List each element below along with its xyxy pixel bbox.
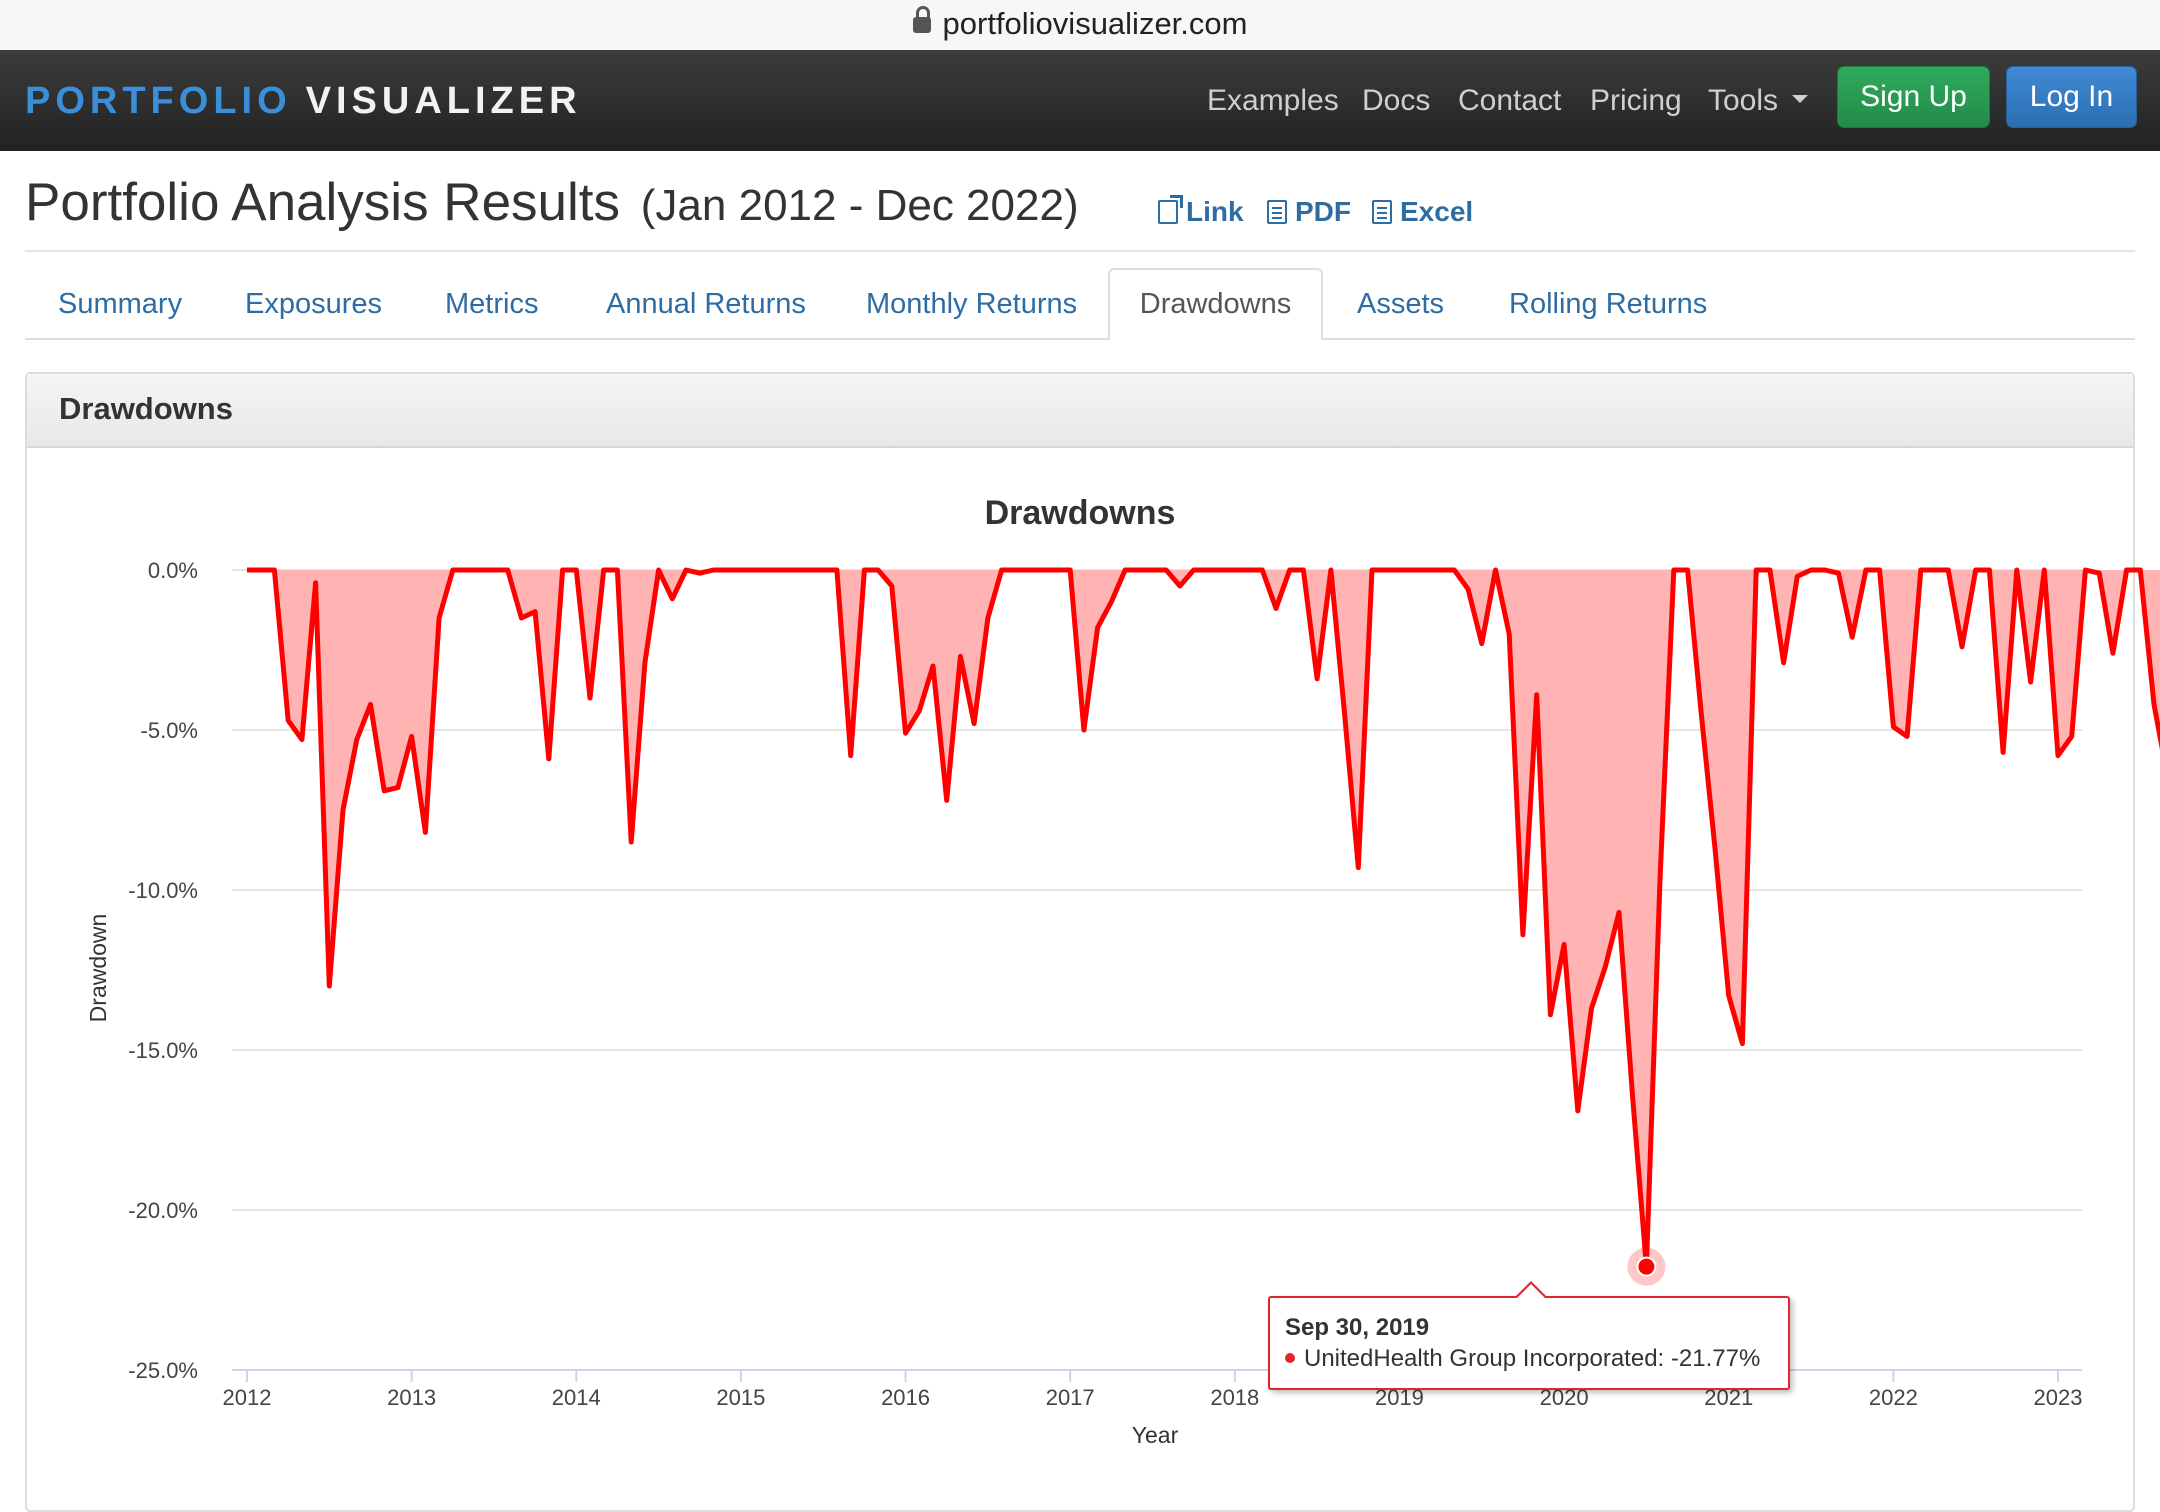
- tooltip-value: -21.77%: [1670, 1345, 1761, 1372]
- y-tick-label-1: -5.0%: [141, 718, 198, 743]
- hover-marker[interactable]: [1627, 1247, 1666, 1286]
- lock-icon: [912, 6, 931, 33]
- excel-label: Excel: [1400, 196, 1474, 227]
- brand-logo[interactable]: PORTFOLIO VISUALIZER: [25, 80, 582, 123]
- pdf-file-icon: [1267, 200, 1287, 224]
- panel-title: Drawdowns: [59, 391, 233, 426]
- x-tick-label-4: 2016: [881, 1385, 930, 1410]
- x-axis-title: Year: [1132, 1422, 1179, 1448]
- link-button[interactable]: Link: [1158, 195, 1244, 228]
- tab-monthly-returns[interactable]: Monthly Returns: [866, 288, 1078, 320]
- page-period: (Jan 2012 - Dec 2022): [640, 181, 1079, 230]
- nav-tools-label: Tools: [1708, 84, 1779, 117]
- x-tick-label-11: 2023: [2034, 1385, 2083, 1410]
- panel-header: Drawdowns: [27, 374, 2133, 448]
- tab-summary[interactable]: Summary: [58, 288, 183, 320]
- tab-rolling-returns[interactable]: Rolling Returns: [1509, 288, 1708, 320]
- excel-button[interactable]: Excel: [1372, 196, 1473, 228]
- sign-up-button[interactable]: Sign Up: [1837, 66, 1990, 128]
- y-tick-label-4: -20.0%: [128, 1198, 198, 1223]
- brand-word-visualizer: VISUALIZER: [305, 80, 582, 122]
- drawdown-line: [247, 567, 2160, 1270]
- url-display[interactable]: portfoliovisualizer.com: [0, 6, 2160, 42]
- drawdowns-panel: Drawdowns: [25, 372, 2135, 1512]
- y-tick-label-5: -25.0%: [128, 1358, 198, 1383]
- title-divider: [25, 250, 2135, 252]
- page-title-text: Portfolio Analysis Results: [25, 173, 621, 232]
- series-dot-icon: [1285, 1353, 1295, 1363]
- tab-assets[interactable]: Assets: [1357, 288, 1445, 320]
- tooltip-date: Sep 30, 2019: [1285, 1314, 1430, 1341]
- chart-tooltip: Sep 30, 2019 UnitedHealth Group Incorpor…: [1268, 1281, 1790, 1390]
- results-tabs: Summary Exposures Metrics Annual Returns…: [25, 268, 2135, 340]
- log-in-button[interactable]: Log In: [2006, 66, 2137, 128]
- chart-title: Drawdowns: [985, 494, 1176, 532]
- x-tick-label-10: 2022: [1869, 1385, 1918, 1410]
- pdf-button[interactable]: PDF: [1267, 196, 1351, 228]
- top-navbar: PORTFOLIO VISUALIZER Examples Docs Contac…: [0, 50, 2160, 151]
- tooltip-series: UnitedHealth Group Incorporated: -21.77%: [1285, 1345, 1760, 1373]
- x-tick-label-1: 2013: [387, 1385, 436, 1410]
- excel-file-icon: [1372, 200, 1392, 224]
- nav-docs[interactable]: Docs: [1362, 84, 1431, 117]
- y-tick-label-3: -15.0%: [128, 1038, 198, 1063]
- chart-gridlines: [232, 569, 2082, 1211]
- tooltip-series-name: UnitedHealth Group Incorporated: [1304, 1345, 1658, 1372]
- x-tick-label-5: 2017: [1046, 1385, 1095, 1410]
- x-tick-label-3: 2015: [716, 1385, 765, 1410]
- caret-down-icon: [1792, 95, 1809, 104]
- tab-exposures[interactable]: Exposures: [245, 288, 383, 320]
- tab-drawdowns[interactable]: Drawdowns: [1108, 268, 1323, 340]
- page-title: Portfolio Analysis Results (Jan 2012 - D…: [25, 172, 1079, 233]
- x-tick-label-0: 2012: [223, 1385, 272, 1410]
- tab-annual-returns[interactable]: Annual Returns: [606, 288, 806, 320]
- link-label: Link: [1186, 196, 1244, 227]
- url-text: portfoliovisualizer.com: [942, 6, 1248, 41]
- y-tick-label-0: 0.0%: [148, 558, 198, 583]
- nav-examples[interactable]: Examples: [1207, 84, 1339, 117]
- nav-contact[interactable]: Contact: [1458, 84, 1562, 117]
- tab-metrics[interactable]: Metrics: [445, 288, 539, 320]
- drawdown-area: [247, 570, 2160, 1267]
- x-tick-label-6: 2018: [1210, 1385, 1259, 1410]
- pdf-label: PDF: [1295, 196, 1351, 227]
- nav-pricing[interactable]: Pricing: [1590, 84, 1682, 117]
- nav-tools-dropdown[interactable]: Tools: [1708, 84, 1809, 118]
- tab-drawdowns-label: Drawdowns: [1139, 288, 1292, 320]
- x-tick-label-2: 2014: [552, 1385, 601, 1410]
- brand-word-portfolio: PORTFOLIO: [25, 80, 292, 122]
- y-tick-label-2: -10.0%: [128, 878, 198, 903]
- external-link-icon: [1158, 195, 1183, 224]
- x-axis-labels: 2012 2013 2014 2015 2016 2017 2018 2019 2020 2021…: [223, 1385, 2083, 1410]
- y-axis-title: Drawdown: [85, 914, 111, 1023]
- y-axis-labels: 0.0% -5.0% -10.0% -15.0% -20.0% -25.0%: [128, 558, 198, 1383]
